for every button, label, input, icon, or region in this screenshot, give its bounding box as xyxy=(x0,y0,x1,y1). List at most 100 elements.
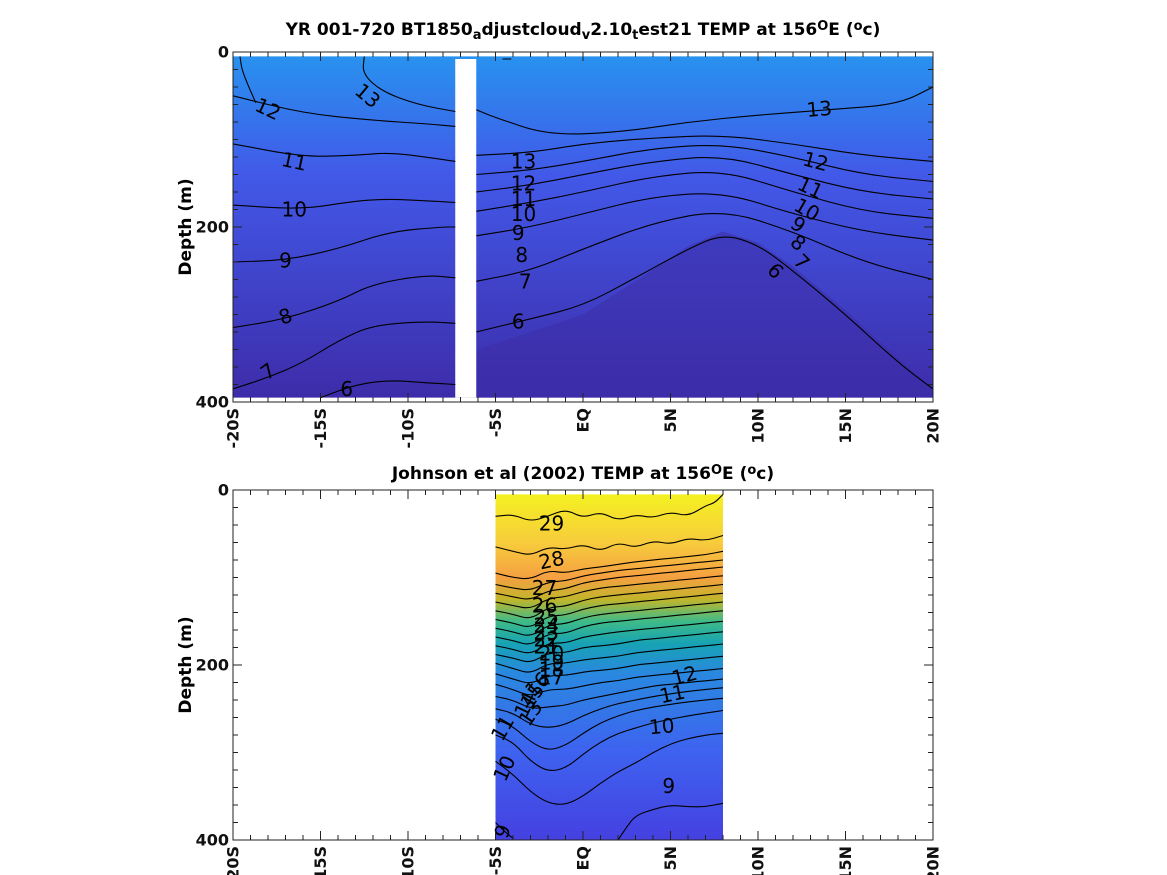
top-panel: 131211109876131211109876131211109876-20S… xyxy=(176,19,943,449)
contour-label: 11 xyxy=(657,680,687,709)
temperature-field xyxy=(495,494,723,840)
contour-line-10 xyxy=(495,732,724,805)
contour-label: 20 xyxy=(539,642,564,666)
contour-line-29 xyxy=(495,494,724,521)
contour-label: 11 xyxy=(511,187,536,211)
x-tick-label: 15N xyxy=(836,408,855,444)
contour-line-15 xyxy=(495,667,724,696)
contour-line-7 xyxy=(232,321,456,390)
contour-label: 17 xyxy=(539,665,564,689)
contour-label: 11 xyxy=(279,147,309,176)
x-tick-label: 15N xyxy=(836,846,855,875)
x-tick-label: -5S xyxy=(486,846,505,875)
y-tick-label: 400 xyxy=(196,393,229,412)
data-gap xyxy=(455,59,477,398)
x-tick-label: -15S xyxy=(311,846,330,875)
contour-line-12 xyxy=(495,697,724,750)
contour-label: 8 xyxy=(515,243,528,267)
contour-line-11 xyxy=(495,709,724,772)
x-tick-label: 20N xyxy=(924,846,943,875)
contour-line-13 xyxy=(495,687,724,728)
contour-line-12 xyxy=(232,95,456,127)
x-tick-label: -5S xyxy=(486,408,505,437)
contour-line-26 xyxy=(495,559,724,591)
bottom-panel: 2928272625242322212019181716151413121111… xyxy=(176,463,943,875)
contour-line-19 xyxy=(495,620,724,654)
contour-label: 9 xyxy=(512,221,525,245)
contour-label: 26 xyxy=(532,594,557,618)
contour-line-9 xyxy=(476,171,934,219)
contour-line-13 xyxy=(362,56,456,113)
contour-label: 29 xyxy=(539,511,564,535)
contour-line-8 xyxy=(232,275,456,329)
x-tick-label: 20N xyxy=(924,408,943,444)
x-tick-label: EQ xyxy=(574,408,593,433)
contour-line-22 xyxy=(495,592,724,627)
contour-line-28 xyxy=(495,534,724,555)
contour-line-9 xyxy=(617,802,724,841)
contour-line-6 xyxy=(476,236,934,390)
x-tick-label: 10N xyxy=(749,846,768,875)
contour-line-11 xyxy=(232,143,456,162)
contour-line-12 xyxy=(476,135,934,162)
contour-line-14 xyxy=(495,678,724,709)
contour-line-27 xyxy=(495,550,724,580)
cold-dome-shading xyxy=(476,231,933,398)
contour-label: 22 xyxy=(534,628,559,652)
contour-line-16 xyxy=(495,655,724,684)
y-tick-label: 200 xyxy=(196,218,229,237)
contour-label: 23 xyxy=(534,621,559,645)
x-tick-label: -20S xyxy=(224,846,243,875)
y-tick-label: 0 xyxy=(218,481,229,500)
contour-line-10 xyxy=(476,157,934,200)
x-tick-label: EQ xyxy=(574,846,593,871)
x-tick-label: 5N xyxy=(661,846,680,871)
contour-line-7 xyxy=(476,213,934,282)
contour-line-18 xyxy=(495,631,724,663)
x-tick-label: -15S xyxy=(311,408,330,448)
contour-label: 18 xyxy=(539,657,564,681)
x-tick-label: 10N xyxy=(749,408,768,444)
x-tick-label: -10S xyxy=(399,408,418,448)
contour-line-20 xyxy=(495,610,724,645)
contour-label: 6 xyxy=(512,310,525,334)
contour-label: 25 xyxy=(534,605,559,629)
contour-line-9 xyxy=(232,226,456,263)
contour-label: 10 xyxy=(648,713,675,739)
contour-label: 7 xyxy=(519,269,532,293)
contour-line-17 xyxy=(495,643,724,673)
x-tick-label: 5N xyxy=(661,408,680,433)
contour-label: 10 xyxy=(511,202,536,226)
y-tick-label: 200 xyxy=(196,656,229,675)
chart-title: Johnson et al (2002) TEMP at 156OE (oc) xyxy=(391,463,774,484)
x-tick-label: -10S xyxy=(399,846,418,875)
contour-label: 28 xyxy=(537,546,567,575)
contour-line-6 xyxy=(320,380,456,399)
contour-line-9 xyxy=(495,822,514,839)
contour-label: 21 xyxy=(534,635,559,659)
contour-label: 19 xyxy=(539,650,564,674)
y-axis-label: Depth (m) xyxy=(176,616,196,713)
contour-label: 13 xyxy=(806,96,833,122)
contour-line-23 xyxy=(495,583,724,619)
contour-line-25 xyxy=(495,566,724,600)
contour-label: 10 xyxy=(282,198,307,222)
y-axis-label: Depth (m) xyxy=(176,178,196,275)
x-tick-label: -20S xyxy=(224,408,243,448)
contour-label: 24 xyxy=(534,614,559,638)
contour-line-24 xyxy=(495,575,724,609)
contour-label: 12 xyxy=(511,171,536,195)
contour-label: 27 xyxy=(532,576,557,600)
y-tick-label: 400 xyxy=(196,831,229,850)
chart-title: YR 001-720 BT1850adjustcloudv2.10test21 … xyxy=(285,19,881,43)
contour-line-21 xyxy=(495,601,724,636)
contour-line-8 xyxy=(476,193,934,241)
contour-line-13 xyxy=(239,56,257,104)
contour-line-11 xyxy=(476,145,934,183)
contour-label: 9 xyxy=(279,248,292,272)
contour-label: 9 xyxy=(662,774,675,798)
contour-line-10 xyxy=(232,198,456,209)
contour-label: 13 xyxy=(511,149,536,173)
y-tick-label: 0 xyxy=(218,43,229,62)
